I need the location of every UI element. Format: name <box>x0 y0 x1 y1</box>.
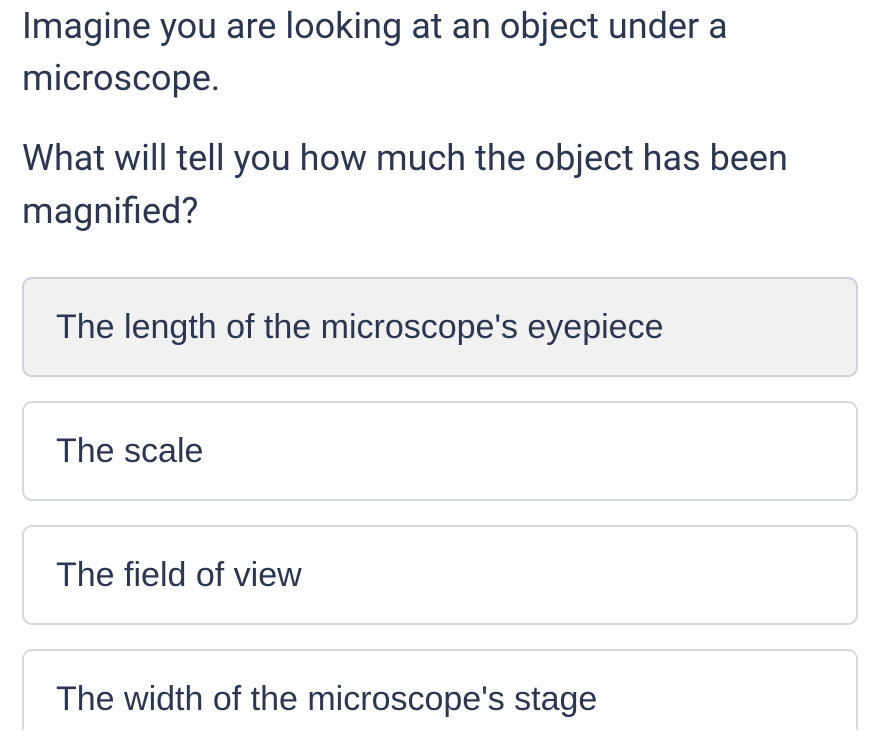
option-field-of-view[interactable]: The field of view <box>22 525 858 625</box>
option-eyepiece-length[interactable]: The length of the microscope's eyepiece <box>22 277 858 377</box>
question-context: Imagine you are looking at an object und… <box>22 0 858 104</box>
answer-options: The length of the microscope's eyepiece … <box>22 277 858 730</box>
option-scale[interactable]: The scale <box>22 401 858 501</box>
question-prompt: What will tell you how much the object h… <box>22 132 858 236</box>
option-stage-width[interactable]: The width of the microscope's stage <box>22 649 858 729</box>
question-block: Imagine you are looking at an object und… <box>22 0 858 237</box>
